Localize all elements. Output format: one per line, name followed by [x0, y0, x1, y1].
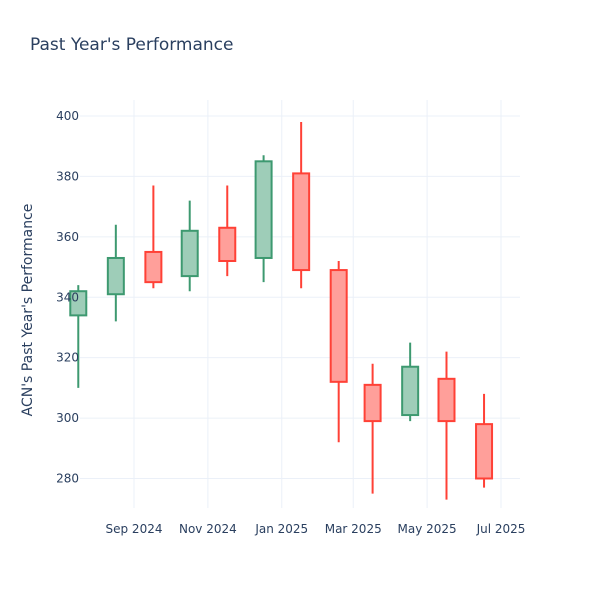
y-axis-ticks: 280 300 320 340 360 380 400 — [56, 109, 79, 486]
candles — [69, 122, 494, 500]
candle-increasing — [401, 342, 420, 422]
gridlines — [80, 100, 520, 508]
x-tick-label: Sep 2024 — [106, 522, 163, 536]
y-tick-label: 280 — [56, 472, 79, 486]
candle-body — [329, 269, 348, 383]
candle-decreasing — [144, 185, 163, 289]
y-tick-label: 340 — [56, 290, 79, 304]
candle-body — [106, 256, 125, 296]
x-tick-label: Jul 2025 — [476, 522, 526, 536]
candle-body — [401, 365, 420, 417]
y-tick-label: 360 — [56, 230, 79, 244]
candle-body — [69, 290, 88, 317]
y-axis-label: ACN's Past Year's Performance — [20, 204, 36, 417]
candle-decreasing — [363, 363, 382, 494]
y-tick-label: 400 — [56, 109, 79, 123]
y-tick-label: 300 — [56, 411, 79, 425]
y-tick-label: 380 — [56, 169, 79, 183]
candle-body — [292, 172, 311, 272]
candle-body — [437, 377, 456, 423]
candle-decreasing — [329, 261, 348, 443]
x-axis-ticks: Sep 2024 Nov 2024 Jan 2025 Mar 2025 May 2025… — [106, 522, 526, 536]
x-tick-label: Mar 2025 — [325, 522, 382, 536]
x-tick-label: May 2025 — [398, 522, 457, 536]
candle-increasing — [106, 224, 125, 322]
candle-body — [254, 160, 273, 259]
chart-title: Past Year's Performance — [30, 35, 234, 55]
x-tick-label: Nov 2024 — [179, 522, 237, 536]
candle-body — [218, 226, 237, 262]
candle-decreasing — [292, 122, 311, 289]
candle-body — [144, 250, 163, 284]
candle-body — [475, 423, 494, 480]
candle-increasing — [254, 155, 273, 283]
candle-increasing — [69, 285, 88, 388]
candle-increasing — [180, 200, 199, 292]
candle-body — [180, 229, 199, 278]
x-tick-label: Jan 2025 — [254, 522, 308, 536]
y-tick-label: 320 — [56, 351, 79, 365]
candle-body — [363, 383, 382, 423]
candle-decreasing — [437, 351, 456, 500]
candle-decreasing — [218, 185, 237, 277]
candle-decreasing — [475, 393, 494, 488]
